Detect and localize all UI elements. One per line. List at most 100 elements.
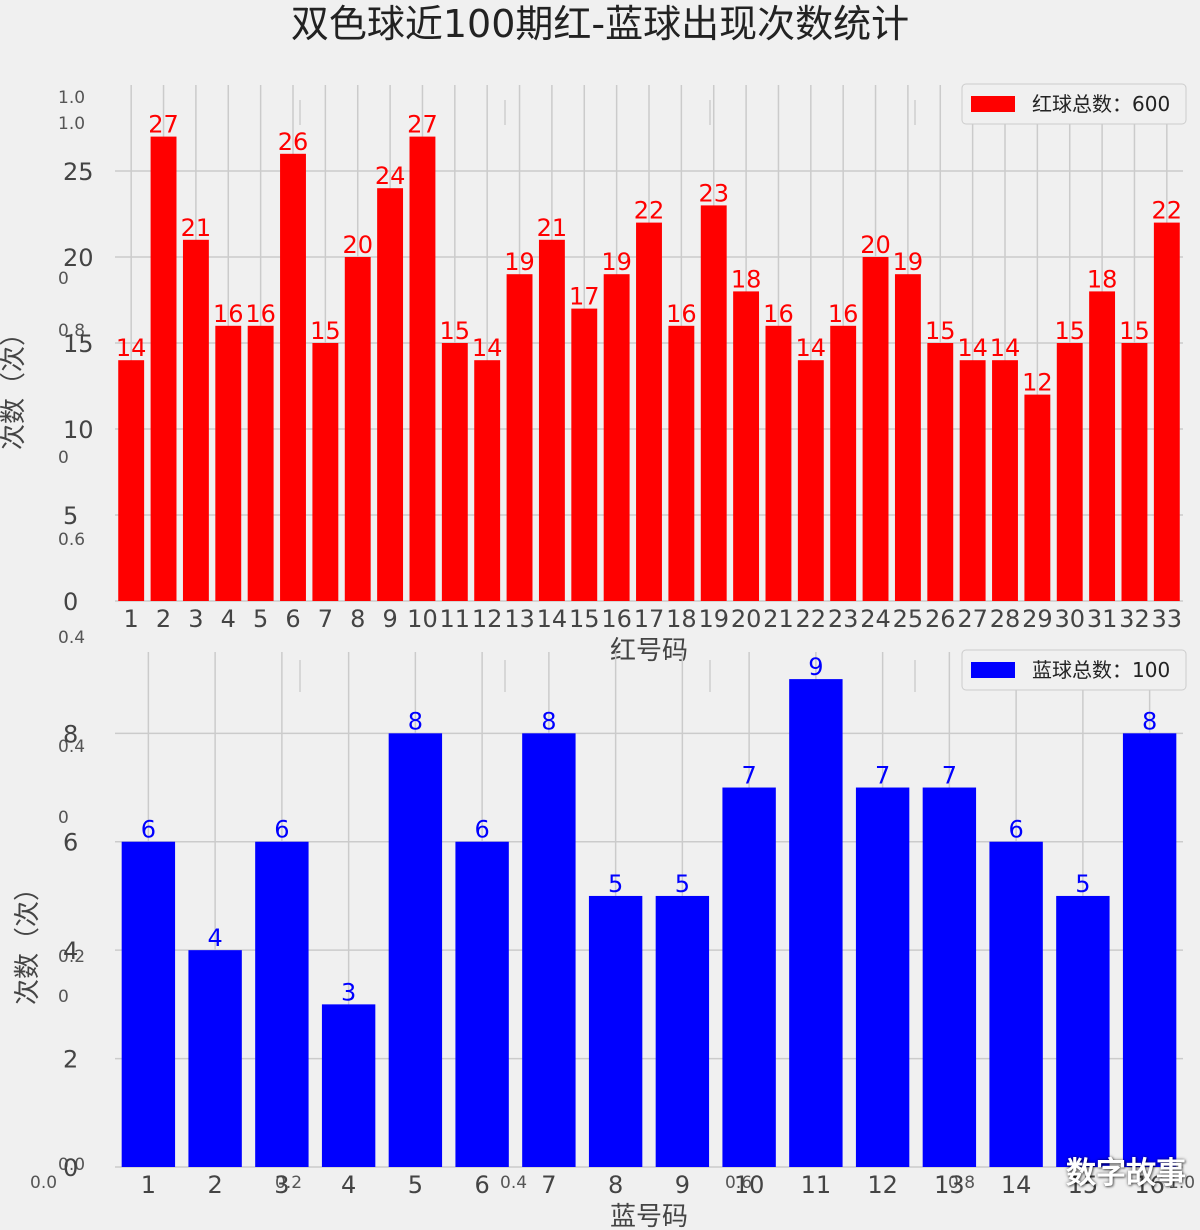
bar [700, 205, 727, 601]
bar [797, 360, 824, 601]
bar [474, 360, 501, 601]
bar [922, 787, 977, 1167]
bar-value-label: 8 [541, 707, 556, 735]
x-tick-label: 13 [934, 1171, 965, 1199]
bar-value-label: 20 [860, 231, 891, 259]
bar [571, 308, 598, 601]
x-tick-label: 27 [957, 605, 988, 633]
bar-value-label: 27 [148, 111, 179, 139]
bar-value-label: 14 [116, 334, 147, 362]
bar-value-label: 18 [731, 265, 762, 293]
bar [992, 360, 1018, 601]
y-tick-label: 8 [63, 720, 78, 748]
bar-value-label: 8 [408, 707, 423, 735]
bar [989, 841, 1043, 1167]
bar-value-label: 5 [675, 870, 690, 898]
bar [1056, 343, 1083, 601]
x-tick-label: 6 [285, 605, 300, 633]
x-tick-label: 14 [537, 605, 568, 633]
blue-ball-chart: 0246861426334856687585971091171271361451… [13, 649, 1187, 1230]
x-tick-label: 4 [341, 1171, 356, 1199]
bar-value-label: 14 [990, 334, 1021, 362]
x-tick-label: 21 [763, 605, 794, 633]
bar [1122, 733, 1177, 1167]
bar-value-label: 8 [1142, 707, 1157, 735]
x-tick-label: 24 [860, 605, 891, 633]
bar [118, 360, 145, 601]
ghost-y-tick-label: 0 [58, 269, 69, 289]
bar [188, 950, 242, 1167]
x-tick-label: 16 [1134, 1171, 1165, 1199]
bar [182, 239, 209, 602]
bar-value-label: 15 [925, 317, 956, 345]
bar-value-label: 4 [207, 924, 222, 952]
x-tick-label: 7 [318, 605, 333, 633]
x-tick-label: 1 [141, 1171, 156, 1199]
x-tick-label: 23 [828, 605, 859, 633]
bar-value-label: 22 [634, 197, 665, 225]
y-tick-label: 0 [63, 1154, 78, 1182]
x-tick-label: 16 [601, 605, 632, 633]
bar [215, 325, 242, 601]
bar [789, 679, 843, 1167]
x-tick-label: 33 [1152, 605, 1183, 633]
bar [377, 188, 404, 601]
ghost-y-tick-label: 0.8 [58, 321, 85, 341]
bar-value-label: 20 [342, 231, 373, 259]
bar-value-label: 9 [808, 653, 823, 681]
bar-value-label: 3 [341, 978, 356, 1006]
ghost-y-tick-label: 0 [58, 808, 69, 828]
x-tick-label: 29 [1022, 605, 1053, 633]
bar-value-label: 19 [601, 248, 632, 276]
x-tick-label: 7 [541, 1171, 556, 1199]
bar [959, 360, 986, 601]
bar [1153, 222, 1180, 601]
bar [1121, 343, 1148, 601]
bar-value-label: 12 [1022, 369, 1053, 397]
bar [855, 787, 910, 1167]
bar-value-label: 7 [741, 762, 756, 790]
x-axis-title: 红号码 [610, 636, 688, 666]
x-tick-label: 30 [1054, 605, 1085, 633]
x-tick-label: 8 [350, 605, 365, 633]
bar [862, 257, 889, 601]
bar [247, 325, 274, 601]
bar-value-label: 14 [957, 334, 988, 362]
x-tick-label: 8 [608, 1171, 623, 1199]
ghost-y-tick-label: 0.2 [58, 947, 85, 967]
bar-value-label: 6 [1008, 816, 1023, 844]
bar-value-label: 5 [1075, 870, 1090, 898]
y-axis-title: 次数（次） [13, 875, 43, 1005]
y-tick-label: 4 [63, 937, 78, 965]
ghost-y-tick-label: 0.6 [58, 530, 85, 550]
legend-swatch [971, 96, 1015, 112]
x-tick-label: 19 [698, 605, 729, 633]
x-tick-label: 5 [253, 605, 268, 633]
legend-label: 蓝球总数：100 [1032, 658, 1170, 682]
legend-label: 红球总数：600 [1032, 92, 1170, 116]
bar-value-label: 26 [278, 128, 309, 156]
bar-value-label: 17 [569, 283, 600, 311]
x-axis-title: 蓝号码 [610, 1202, 688, 1230]
bar-value-label: 16 [213, 300, 244, 328]
bar-value-label: 6 [274, 816, 289, 844]
bar [1024, 394, 1051, 601]
y-tick-label: 5 [63, 502, 78, 530]
bar-value-label: 7 [875, 762, 890, 790]
bar-value-label: 19 [504, 248, 535, 276]
watermark: 数字故事 [1066, 1156, 1186, 1191]
y-tick-label: 10 [63, 416, 94, 444]
ghost-y-tick-label: 0.4 [58, 628, 85, 648]
x-tick-label: 26 [925, 605, 956, 633]
bar [321, 1004, 376, 1167]
bar [522, 733, 576, 1167]
bar-value-label: 21 [537, 214, 568, 242]
x-tick-label: 25 [893, 605, 924, 633]
bar-value-label: 5 [608, 870, 623, 898]
x-tick-label: 32 [1119, 605, 1150, 633]
bar [894, 274, 921, 601]
bar [506, 274, 533, 601]
x-tick-label: 10 [407, 605, 438, 633]
x-tick-label: 20 [731, 605, 762, 633]
bar [722, 787, 776, 1167]
